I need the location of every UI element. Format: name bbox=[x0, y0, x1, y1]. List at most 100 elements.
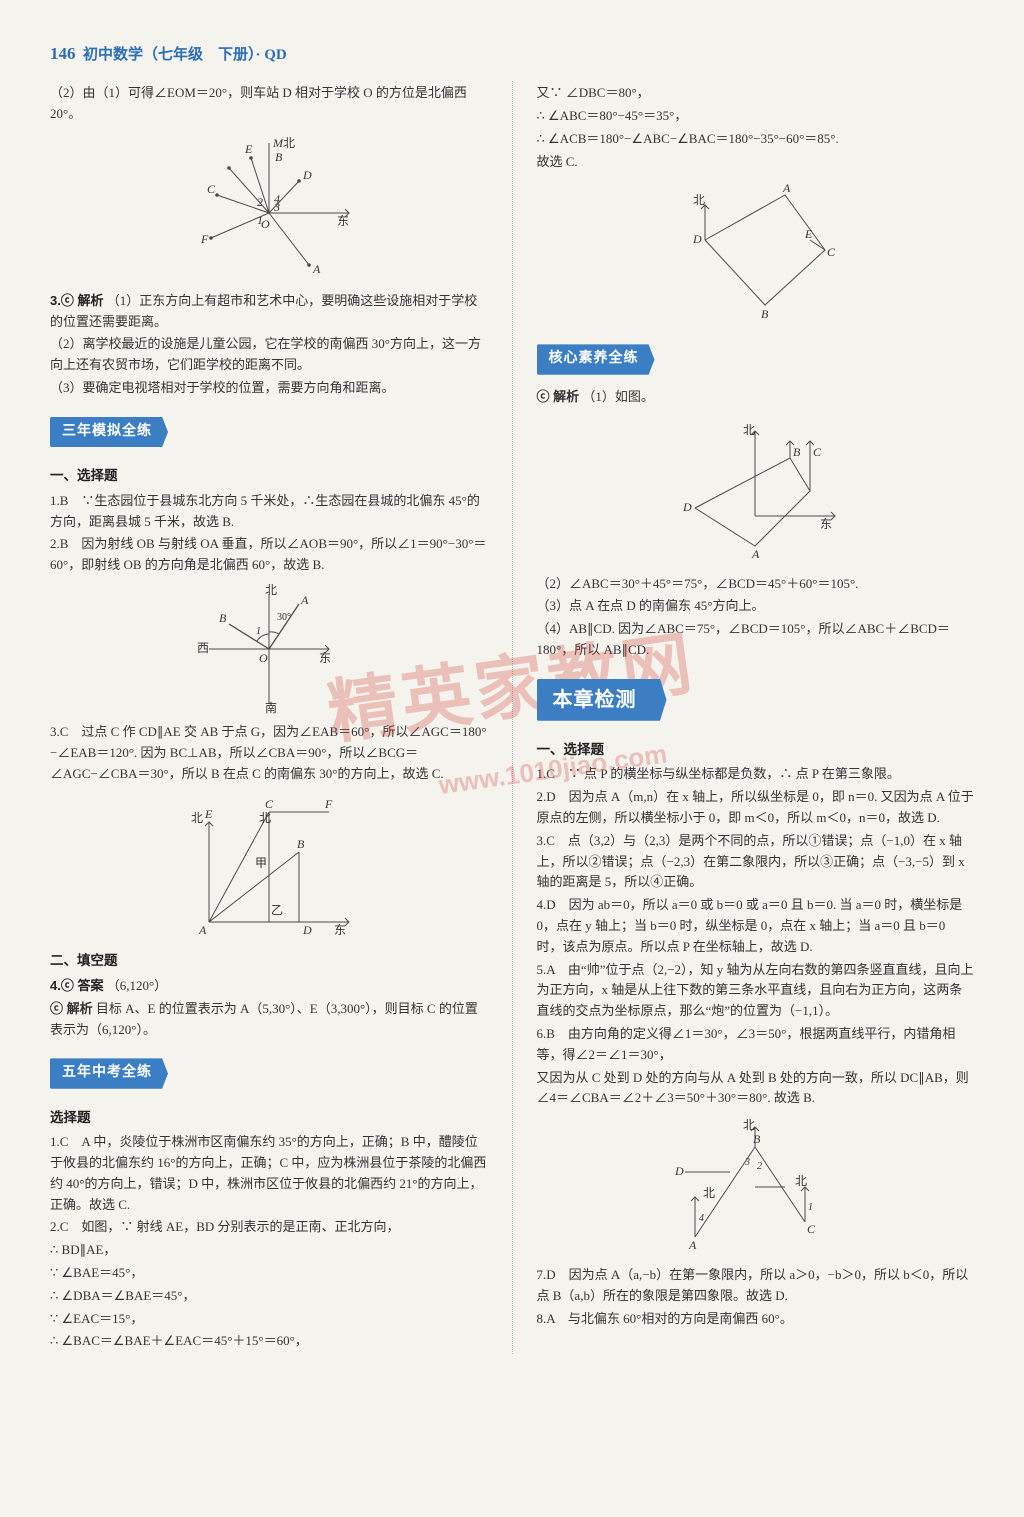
r-analysis: ⓒ 解析 （1）如图。 bbox=[537, 387, 975, 408]
k2: 2.D 因为点 A（m,n）在 x 轴上，所以纵坐标是 0，即 n＝0. 又因为… bbox=[537, 787, 975, 829]
svg-text:乙: 乙 bbox=[271, 903, 283, 917]
svg-text:C: C bbox=[207, 182, 216, 196]
svg-text:C: C bbox=[813, 445, 822, 459]
svg-text:A: A bbox=[312, 262, 321, 276]
right-column: 又∵ ∠DBC＝80°， ∴ ∠ABC＝80°−45°＝35°， ∴ ∠ACB＝… bbox=[537, 81, 975, 1354]
left-top-para: （2）由（1）可得∠EOM＝20°，则车站 D 相对于学校 O 的方位是北偏西 … bbox=[50, 83, 488, 125]
svg-text:O: O bbox=[259, 651, 268, 665]
figure-r2: A B C D 北 东 bbox=[537, 416, 975, 566]
left-i4: 4.ⓒ 答案 （6,120°） bbox=[50, 976, 488, 997]
svg-text:1: 1 bbox=[256, 626, 261, 637]
left-i1: 1.B ∵生态园位于县城东北方向 5 千米处，∴生态园在县城的北偏东 45°的方… bbox=[50, 491, 488, 533]
figure-compass-1: E M 北 B C D F O A 43 21 东 bbox=[50, 133, 488, 283]
subheading-2: 二、填空题 bbox=[50, 950, 488, 972]
svg-text:3: 3 bbox=[273, 200, 280, 214]
svg-text:D: D bbox=[692, 232, 702, 246]
page-title: 初中数学（七年级 下册）· QD bbox=[83, 47, 287, 63]
svg-text:1: 1 bbox=[808, 1202, 813, 1213]
svg-text:东: 东 bbox=[337, 214, 349, 228]
svg-text:西: 西 bbox=[197, 641, 209, 655]
q3-analysis: 3.ⓒ 解析 （1）正东方向上有超市和艺术中心，要明确这些设施相对于学校的位置还… bbox=[50, 291, 488, 333]
svg-text:F: F bbox=[324, 797, 333, 811]
left-i4-analysis: ⓒ 解析 目标 A、E 的位置表示为 A（5,30°）、E（3,300°），则目… bbox=[50, 999, 488, 1041]
q3-c: （3）要确定电视塔相对于学校的位置，需要方向角和距离。 bbox=[50, 378, 488, 399]
svg-text:A: A bbox=[782, 181, 791, 195]
i4-analysis: 目标 A、E 的位置表示为 A（5,30°）、E（3,300°），则目标 C 的… bbox=[50, 1001, 478, 1037]
k3: 3.C 点（3,2）与（2,3）是两个不同的点，所以①错误；点（−1,0）在 x… bbox=[537, 831, 975, 893]
svg-text:C: C bbox=[807, 1222, 816, 1236]
left-i2: 2.B 因为射线 OB 与射线 OA 垂直，所以∠AOB＝90°，所以∠1＝90… bbox=[50, 534, 488, 576]
k8: 8.A 与北偏东 60°相对的方向是南偏西 60°。 bbox=[537, 1309, 975, 1330]
column-divider bbox=[512, 81, 513, 1354]
svg-text:北: 北 bbox=[265, 584, 277, 597]
k6a: 6.B 由方向角的定义得∠1＝30°，∠3＝50°，根据两直线平行，内错角相等，… bbox=[537, 1024, 975, 1066]
subheading-3: 选择题 bbox=[50, 1107, 488, 1129]
section-header-4: 本章检测 bbox=[537, 679, 667, 721]
svg-text:北: 北 bbox=[743, 1118, 755, 1132]
subheading-1: 一、选择题 bbox=[50, 465, 488, 487]
svg-text:D: D bbox=[302, 923, 312, 937]
svg-text:北: 北 bbox=[283, 136, 295, 150]
svg-text:北: 北 bbox=[191, 811, 203, 825]
k6b: 又因为从 C 处到 D 处的方向与从 A 处到 B 处的方向一致，所以 DC∥A… bbox=[537, 1068, 975, 1110]
svg-text:北: 北 bbox=[703, 1186, 715, 1200]
i4-ans: （6,120°） bbox=[107, 978, 167, 993]
left-j2f: ∴ ∠BAC＝∠BAE＋∠EAC＝45°＋15°＝60°， bbox=[50, 1331, 488, 1352]
svg-text:A: A bbox=[198, 923, 207, 937]
svg-text:3: 3 bbox=[744, 1157, 750, 1168]
left-j2c: ∵ ∠BAE＝45°， bbox=[50, 1263, 488, 1284]
left-j1: 1.C A 中，炎陵位于株洲市区南偏东约 35°的方向上，正确；B 中，醴陵位于… bbox=[50, 1132, 488, 1215]
svg-text:B: B bbox=[219, 611, 227, 625]
r1: 又∵ ∠DBC＝80°， bbox=[537, 83, 975, 104]
svg-text:C: C bbox=[827, 245, 836, 259]
svg-text:E: E bbox=[204, 807, 213, 821]
svg-text:D: D bbox=[674, 1164, 684, 1178]
r-analysis-1: （1）如图。 bbox=[582, 389, 654, 404]
svg-text:B: B bbox=[297, 837, 305, 851]
svg-text:1: 1 bbox=[257, 213, 263, 227]
svg-text:E: E bbox=[804, 227, 813, 241]
svg-text:东: 东 bbox=[334, 923, 346, 937]
figure-r1: A B C D E 北 bbox=[537, 180, 975, 320]
k4: 4.D 因为 ab＝0，所以 a＝0 或 b＝0 或 a＝0 且 b＝0. 当 … bbox=[537, 895, 975, 957]
svg-text:E: E bbox=[244, 142, 253, 156]
section-header-2: 五年中考全练 bbox=[50, 1058, 168, 1088]
svg-text:甲: 甲 bbox=[255, 856, 267, 870]
svg-text:东: 东 bbox=[319, 651, 331, 665]
left-i3: 3.C 过点 C 作 CD∥AE 交 AB 于点 G，因为∠EAB＝60°，所以… bbox=[50, 722, 488, 784]
left-j2e: ∵ ∠EAC＝15°， bbox=[50, 1309, 488, 1330]
svg-text:东: 东 bbox=[820, 517, 832, 531]
i4-label: 4.ⓒ 答案 bbox=[50, 978, 103, 993]
svg-text:北: 北 bbox=[795, 1174, 807, 1188]
svg-text:30°: 30° bbox=[277, 612, 291, 623]
q3-a: （1）正东方向上有超市和艺术中心，要明确这些设施相对于学校的位置还需要距离。 bbox=[50, 293, 477, 329]
svg-text:D: D bbox=[682, 500, 692, 514]
svg-text:B: B bbox=[753, 1132, 761, 1146]
svg-text:A: A bbox=[688, 1238, 697, 1252]
svg-text:2: 2 bbox=[257, 195, 263, 209]
page-header: 146 初中数学（七年级 下册）· QD bbox=[50, 40, 974, 67]
svg-text:2: 2 bbox=[757, 1161, 762, 1172]
svg-text:4: 4 bbox=[699, 1213, 704, 1224]
r3: ∴ ∠ACB＝180°−∠ABC−∠BAC＝180°−35°−60°＝85°. bbox=[537, 129, 975, 150]
q3-b: （2）离学校最近的设施是儿童公园，它在学校的南偏西 30°方向上，这一方向上还有… bbox=[50, 334, 488, 376]
k5: 5.A 由“帅”位于点（2,−2），知 y 轴为从左向右数的第四条竖直直线，且向… bbox=[537, 960, 975, 1022]
figure-compass-2: 北 南 西 东 A B O 30° 1 bbox=[50, 584, 488, 714]
svg-text:B: B bbox=[761, 307, 769, 320]
svg-text:南: 南 bbox=[265, 700, 277, 714]
i4-analysis-label: ⓒ 解析 bbox=[50, 1001, 93, 1016]
svg-text:D: D bbox=[302, 168, 312, 182]
left-j2b: ∴ BD∥AE， bbox=[50, 1240, 488, 1261]
svg-text:北: 北 bbox=[259, 811, 271, 825]
k7: 7.D 因为点 A（a,−b）在第一象限内，所以 a＞0，−b＞0，所以 b＜0… bbox=[537, 1265, 975, 1307]
figure-compass-3: A B C D E F 北 东 甲 乙 北 bbox=[50, 792, 488, 942]
svg-text:B: B bbox=[275, 150, 283, 164]
svg-text:北: 北 bbox=[693, 193, 705, 207]
section-header-3: 核心素养全练 bbox=[537, 344, 655, 374]
r5: （2）∠ABC＝30°＋45°＝75°，∠BCD＝45°＋60°＝105°. bbox=[537, 574, 975, 595]
svg-text:C: C bbox=[265, 797, 274, 811]
figure-r3: A B C D 北 北 北 1 2 3 4 bbox=[537, 1117, 975, 1257]
r7: （4）AB∥CD. 因为∠ABC＝75°，∠BCD＝105°，所以∠ABC＋∠B… bbox=[537, 619, 975, 661]
r2: ∴ ∠ABC＝80°−45°＝35°， bbox=[537, 106, 975, 127]
k1: 1.C ∵ 点 P 的横坐标与纵坐标都是负数，∴ 点 P 在第三象限。 bbox=[537, 764, 975, 785]
